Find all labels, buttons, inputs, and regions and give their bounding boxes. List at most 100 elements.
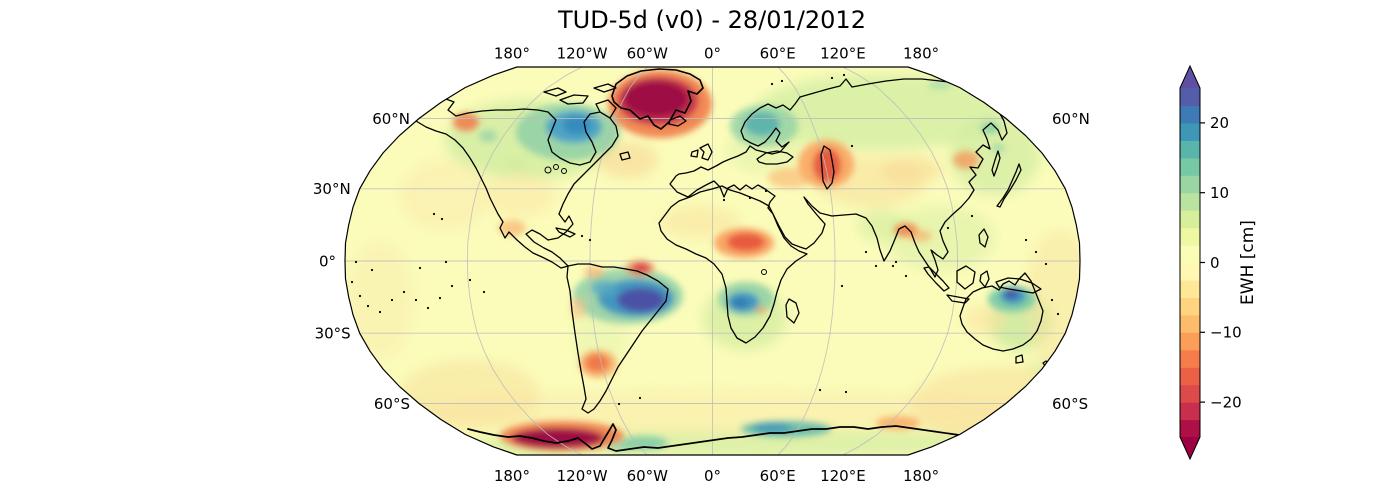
map xyxy=(345,67,1080,455)
great-lake xyxy=(561,168,567,174)
anomaly-blob xyxy=(752,423,792,433)
colorbar-tick-label: −10 xyxy=(1210,324,1242,342)
anomaly-cores xyxy=(453,70,1036,452)
coastline-se-asia-islands xyxy=(923,228,1042,304)
coastline-arctic-islands xyxy=(543,83,687,161)
anomaly-blob xyxy=(570,297,586,319)
coastline-black-sea xyxy=(756,150,794,165)
anomaly-blob xyxy=(928,81,952,89)
anomaly-blob xyxy=(727,233,765,251)
coastline-sakhalin xyxy=(991,150,1001,177)
colorbar-tick-label: 20 xyxy=(1210,114,1229,132)
lake-victoria xyxy=(761,269,767,275)
graticule-meridian xyxy=(777,67,836,455)
anomaly-blob xyxy=(400,160,490,230)
coastlines xyxy=(350,68,1065,452)
colorbar-label: EWH [cm] xyxy=(1238,220,1258,305)
anomaly-blob xyxy=(744,112,780,136)
anomaly-blob xyxy=(624,81,688,117)
colorbar-segment xyxy=(1180,245,1200,264)
colorbar-segment xyxy=(1180,192,1200,211)
coastline-africa xyxy=(658,185,808,344)
colorbar-segment xyxy=(1180,297,1200,316)
colorbar-segment xyxy=(1180,105,1200,124)
great-lake xyxy=(553,164,559,170)
lat-label-right: 60°S xyxy=(1052,395,1088,413)
anomaly-blob xyxy=(485,173,555,217)
lon-label-bottom: 60°W xyxy=(627,467,669,485)
anomaly-blob xyxy=(660,206,740,238)
anomaly-blob xyxy=(755,74,1005,150)
anomaly-blob xyxy=(502,157,530,173)
colorbar-segment xyxy=(1180,332,1200,351)
anomaly-blob xyxy=(756,306,766,314)
anomaly-blob xyxy=(1004,289,1018,299)
lon-label-top: 180° xyxy=(903,45,939,63)
map-boundary xyxy=(344,66,1081,456)
colorbar-tick-label: 10 xyxy=(1210,184,1229,202)
anomaly-blob xyxy=(950,115,1040,195)
lat-label-left: 0° xyxy=(319,252,336,270)
colorbar-tick-label: 0 xyxy=(1210,254,1220,272)
anomaly-blob xyxy=(585,354,609,372)
coastline-australia xyxy=(959,272,1044,364)
colorbar-outline xyxy=(1179,64,1201,461)
colorbar-segment xyxy=(1180,175,1200,194)
anomaly-blob xyxy=(632,263,650,273)
anomaly-blob xyxy=(963,306,1007,334)
colorbar-segment xyxy=(1180,157,1200,176)
lon-label-bottom: 120°W xyxy=(557,467,608,485)
lon-label-bottom: 180° xyxy=(494,467,530,485)
anomaly-blob xyxy=(813,148,841,182)
coastline-eurasia xyxy=(669,78,1016,278)
graticule-meridian xyxy=(589,67,648,455)
anomaly-blob xyxy=(563,116,591,134)
lon-label-bottom: 180° xyxy=(903,467,939,485)
lon-label-top: 120°E xyxy=(820,45,866,63)
lat-label-right: 60°N xyxy=(1052,110,1090,128)
colorbar-segment xyxy=(1180,210,1200,229)
colorbar-segment xyxy=(1180,419,1200,438)
anomaly-blob xyxy=(479,130,497,142)
colorbar-segment xyxy=(1180,140,1200,159)
anomaly-blob xyxy=(591,280,617,296)
colorbar-extend-upper xyxy=(1180,66,1200,88)
lon-label-top: 120°W xyxy=(557,45,608,63)
coastline-caspian-sea xyxy=(820,145,835,190)
lat-label-left: 60°N xyxy=(372,110,410,128)
lon-label-bottom: 0° xyxy=(704,467,721,485)
lon-label-bottom: 120°E xyxy=(820,467,866,485)
colorbar-segment xyxy=(1180,367,1200,386)
grid-labels: 180° 180° 120°W 120°W 60°W 60°W 0° 0° 60°E 60°E 12… xyxy=(313,45,1090,486)
anomaly-blob xyxy=(981,122,999,134)
coastline-madagascar xyxy=(785,298,800,324)
anomaly-blob xyxy=(400,360,540,430)
colorbar-tick-label: −20 xyxy=(1210,393,1242,411)
lat-label-left: 30°N xyxy=(313,180,351,198)
anomaly-blob xyxy=(453,113,479,131)
coastline-antarctica xyxy=(467,423,1019,452)
anomaly-blob xyxy=(512,428,604,448)
coastline-south-america xyxy=(566,263,669,414)
anomaly-blob xyxy=(885,206,995,270)
colorbar-segment xyxy=(1180,384,1200,403)
anomaly-blob xyxy=(584,266,604,278)
anomaly-blob xyxy=(882,156,942,184)
lon-label-top: 60°E xyxy=(760,45,796,63)
great-lake xyxy=(544,166,552,174)
lon-label-top: 0° xyxy=(704,45,721,63)
lat-label-left: 30°S xyxy=(315,324,351,342)
colorbar-segment xyxy=(1180,402,1200,421)
colorbar-segment xyxy=(1180,122,1200,141)
colorbar-segment xyxy=(1180,349,1200,368)
colorbar-segment xyxy=(1180,279,1200,298)
colorbar-extend-lower xyxy=(1180,437,1200,459)
anomaly-blob xyxy=(953,151,979,169)
coastline-british-isles xyxy=(690,143,713,161)
graticule-meridian xyxy=(467,67,583,455)
anomaly-tints xyxy=(345,74,1080,455)
colorbar-segment xyxy=(1180,314,1200,333)
colorbar-segment xyxy=(1180,227,1200,246)
